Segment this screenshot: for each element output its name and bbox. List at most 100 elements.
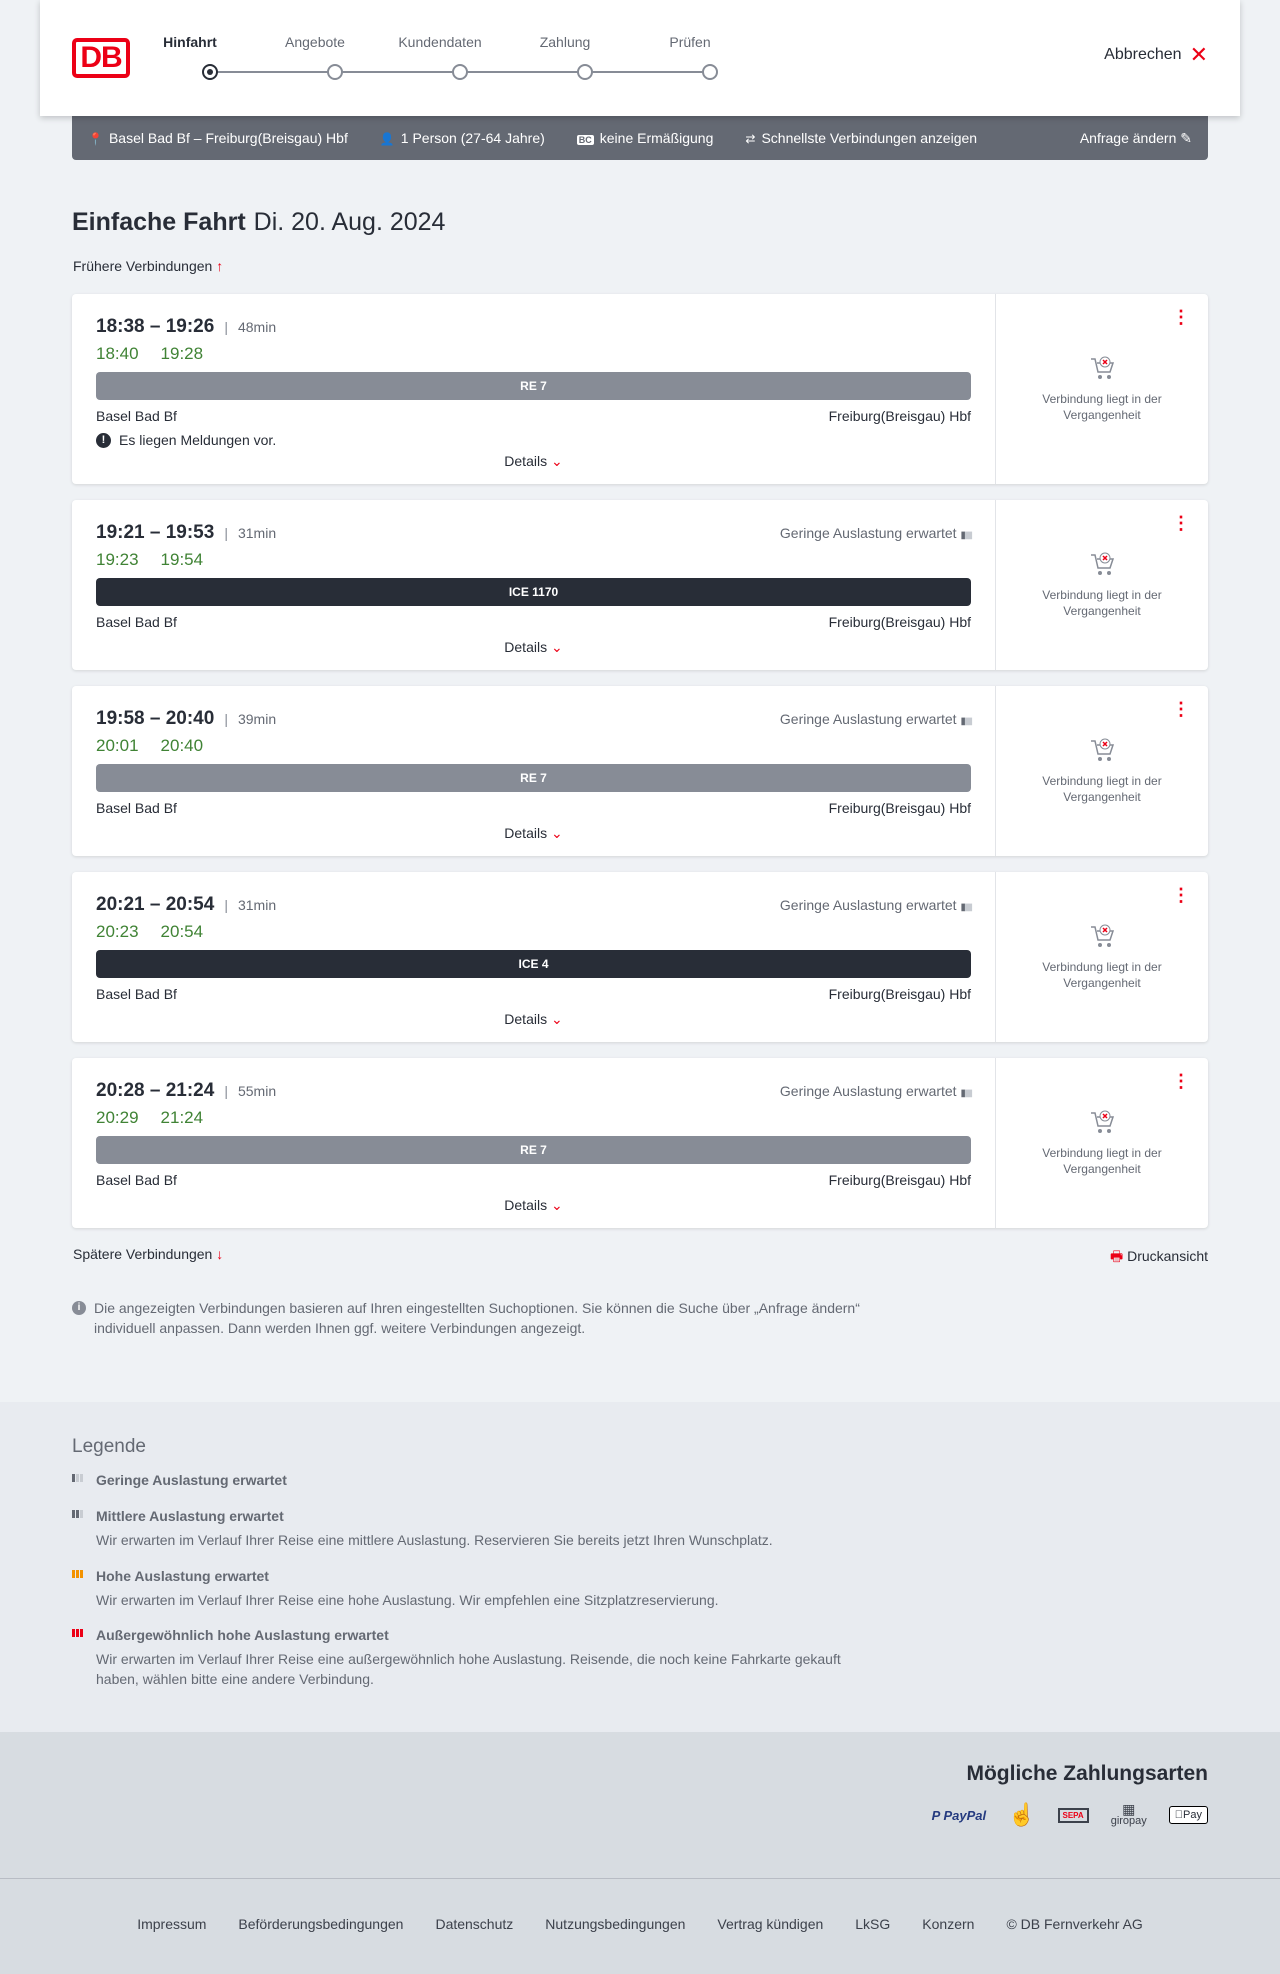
footer-link[interactable]: LkSG <box>855 1916 891 1932</box>
legend-title: Legende <box>72 1436 146 1457</box>
earlier-connections-link[interactable]: Frühere Verbindungen ↑ <box>73 258 223 274</box>
duration: 39min <box>237 711 277 727</box>
realtime-departure: 20:01 <box>96 736 139 755</box>
credit-card-icon: ☝ <box>1008 1802 1036 1827</box>
more-options-icon[interactable]: ⋮ <box>1172 885 1190 905</box>
footer-link[interactable]: Impressum <box>137 1916 207 1932</box>
details-label: Details <box>504 1197 548 1213</box>
occupancy-low-icon: ▮▮▮ <box>960 1088 973 1099</box>
details-label: Details <box>504 825 548 841</box>
apple-pay-icon: Pay <box>1168 1806 1208 1824</box>
print-label: Druckansicht <box>1127 1248 1208 1264</box>
duration: 55min <box>237 1083 277 1099</box>
legend-item-desc: Wir erwarten im Verlauf Ihrer Reise eine… <box>96 1592 719 1608</box>
cart-unavailable-icon <box>1091 1110 1115 1133</box>
scheduled-times: 19:58 – 20:40 <box>96 708 215 729</box>
footer-link[interactable]: © DB Fernverkehr AG <box>1006 1916 1143 1932</box>
details-toggle[interactable]: Details ⌄ <box>96 1011 971 1028</box>
print-view-link[interactable]: 🖶 Druckansicht <box>1110 1246 1208 1270</box>
footer-link[interactable]: Nutzungsbedingungen <box>545 1916 686 1932</box>
occupancy: Geringe Auslastung erwartet ▮▮▮ <box>780 897 973 913</box>
occupancy-level-3-icon <box>72 1570 83 1578</box>
details-toggle[interactable]: Details ⌄ <box>96 453 971 470</box>
legend-item-desc: Wir erwarten im Verlauf Ihrer Reise eine… <box>96 1651 841 1687</box>
later-label: Spätere Verbindungen <box>73 1246 213 1262</box>
booking-panel: ⋮ Verbindung liegt in der Vergangenheit <box>995 1058 1208 1228</box>
step-pruefen: Prüfen <box>669 34 711 50</box>
details-toggle[interactable]: Details ⌄ <box>96 825 971 842</box>
arrival-station: Freiburg(Breisgau) Hbf <box>828 614 971 630</box>
train-bar[interactable]: ICE 1170 <box>96 578 971 606</box>
legend-item-title: Außergewöhnlich hohe Auslastung erwartet <box>96 1627 389 1643</box>
cart-unavailable-icon <box>1091 738 1115 761</box>
location-pin-icon: 📍 <box>88 132 103 146</box>
more-options-icon[interactable]: ⋮ <box>1172 699 1190 719</box>
departure-station: Basel Bad Bf <box>96 408 177 424</box>
departure-station: Basel Bad Bf <box>96 614 177 630</box>
alert-icon: ! <box>96 432 111 448</box>
discount-text: keine Ermäßigung <box>599 130 714 146</box>
step-dot-5 <box>702 64 718 80</box>
booking-panel: ⋮ Verbindung liegt in der Vergangenheit <box>995 872 1208 1042</box>
occupancy-level-4-icon <box>72 1629 83 1637</box>
more-options-icon[interactable]: ⋮ <box>1172 513 1190 533</box>
footer-link[interactable]: Vertrag kündigen <box>717 1916 824 1932</box>
occupancy-text: Geringe Auslastung erwartet <box>779 1083 957 1099</box>
train-bar[interactable]: RE 7 <box>96 764 971 792</box>
realtime-arrival: 20:54 <box>160 922 204 941</box>
step-dot-2 <box>327 64 343 80</box>
cancel-label: Abbrechen <box>1104 46 1182 63</box>
train-bar[interactable]: RE 7 <box>96 1136 971 1164</box>
occupancy: Geringe Auslastung erwartet ▮▮▮ <box>779 1083 973 1099</box>
arrow-down-icon: ↓ <box>216 1246 224 1262</box>
cancel-button[interactable]: Abbrechen ✕ <box>1104 42 1208 67</box>
footer-link[interactable]: Beförderungsbedingungen <box>238 1916 404 1932</box>
scheduled-times: 19:21 – 19:53 <box>96 522 215 543</box>
pencil-icon: ✎ <box>1180 129 1192 146</box>
train-bar[interactable]: RE 7 <box>96 372 971 400</box>
legend-item: Hohe Auslastung erwartet Wir erwarten im … <box>72 1568 872 1610</box>
legend-item-desc: Wir erwarten im Verlauf Ihrer Reise eine… <box>96 1532 773 1548</box>
arrival-station: Freiburg(Breisgau) Hbf <box>828 800 971 816</box>
departure-station: Basel Bad Bf <box>96 800 177 816</box>
payment-title: Mögliche Zahlungsarten <box>966 1762 1208 1785</box>
header: DB Hinfahrt Angebote Kundendaten Zahlung… <box>40 0 1240 116</box>
fastest-text: Schnellste Verbindungen anzeigen <box>761 130 978 146</box>
details-label: Details <box>504 1011 548 1027</box>
realtime-departure: 19:23 <box>96 550 139 569</box>
search-summary-bar: 📍 Basel Bad Bf – Freiburg(Breisgau) Hbf 👤… <box>72 116 1208 160</box>
step-kundendaten: Kundendaten <box>398 34 482 50</box>
more-options-icon[interactable]: ⋮ <box>1172 1071 1190 1091</box>
legend-item: Geringe Auslastung erwartet <box>72 1472 872 1488</box>
close-icon: ✕ <box>1189 42 1208 67</box>
footer: Impressum Beförderungsbedingungen Datensch… <box>0 1878 1280 1974</box>
past-connection-text: Verbindung liegt in der Vergangenheit <box>1042 960 1162 990</box>
step-zahlung: Zahlung <box>539 34 591 50</box>
more-options-icon[interactable]: ⋮ <box>1172 307 1190 327</box>
footer-link[interactable]: Konzern <box>922 1916 975 1932</box>
fastest-toggle[interactable]: ⇄ Schnellste Verbindungen anzeigen <box>745 130 977 146</box>
occupancy-level-2-icon <box>72 1510 83 1518</box>
past-connection-text: Verbindung liegt in der Vergangenheit <box>1042 588 1162 618</box>
realtime-arrival: 21:24 <box>160 1108 204 1127</box>
arrival-station: Freiburg(Breisgau) Hbf <box>828 1172 971 1188</box>
booking-panel: ⋮ Verbindung liegt in der Vergangenheit <box>995 294 1208 484</box>
db-logo[interactable]: DB <box>72 38 130 78</box>
bahncard-icon: BC <box>576 135 594 145</box>
footer-link[interactable]: Datenschutz <box>435 1916 514 1932</box>
train-bar[interactable]: ICE 4 <box>96 950 971 978</box>
duration: 48min <box>237 319 277 335</box>
realtime-arrival: 20:40 <box>160 736 204 755</box>
occupancy-low-icon: ▮▮▮ <box>960 902 973 913</box>
details-toggle[interactable]: Details ⌄ <box>96 639 971 656</box>
details-toggle[interactable]: Details ⌄ <box>96 1197 971 1214</box>
divider: | <box>224 319 228 335</box>
divider: | <box>224 897 228 913</box>
title-text: Einfache Fahrt <box>72 208 246 236</box>
occupancy: Geringe Auslastung erwartet ▮▮▮ <box>780 711 973 727</box>
info-icon: i <box>72 1301 86 1315</box>
change-request-button[interactable]: Anfrage ändern ✎ <box>1080 130 1192 147</box>
arrow-up-icon: ↑ <box>216 258 224 274</box>
travel-date: Di. 20. Aug. 2024 <box>253 208 446 236</box>
later-connections-link[interactable]: Spätere Verbindungen ↓ <box>73 1246 223 1262</box>
